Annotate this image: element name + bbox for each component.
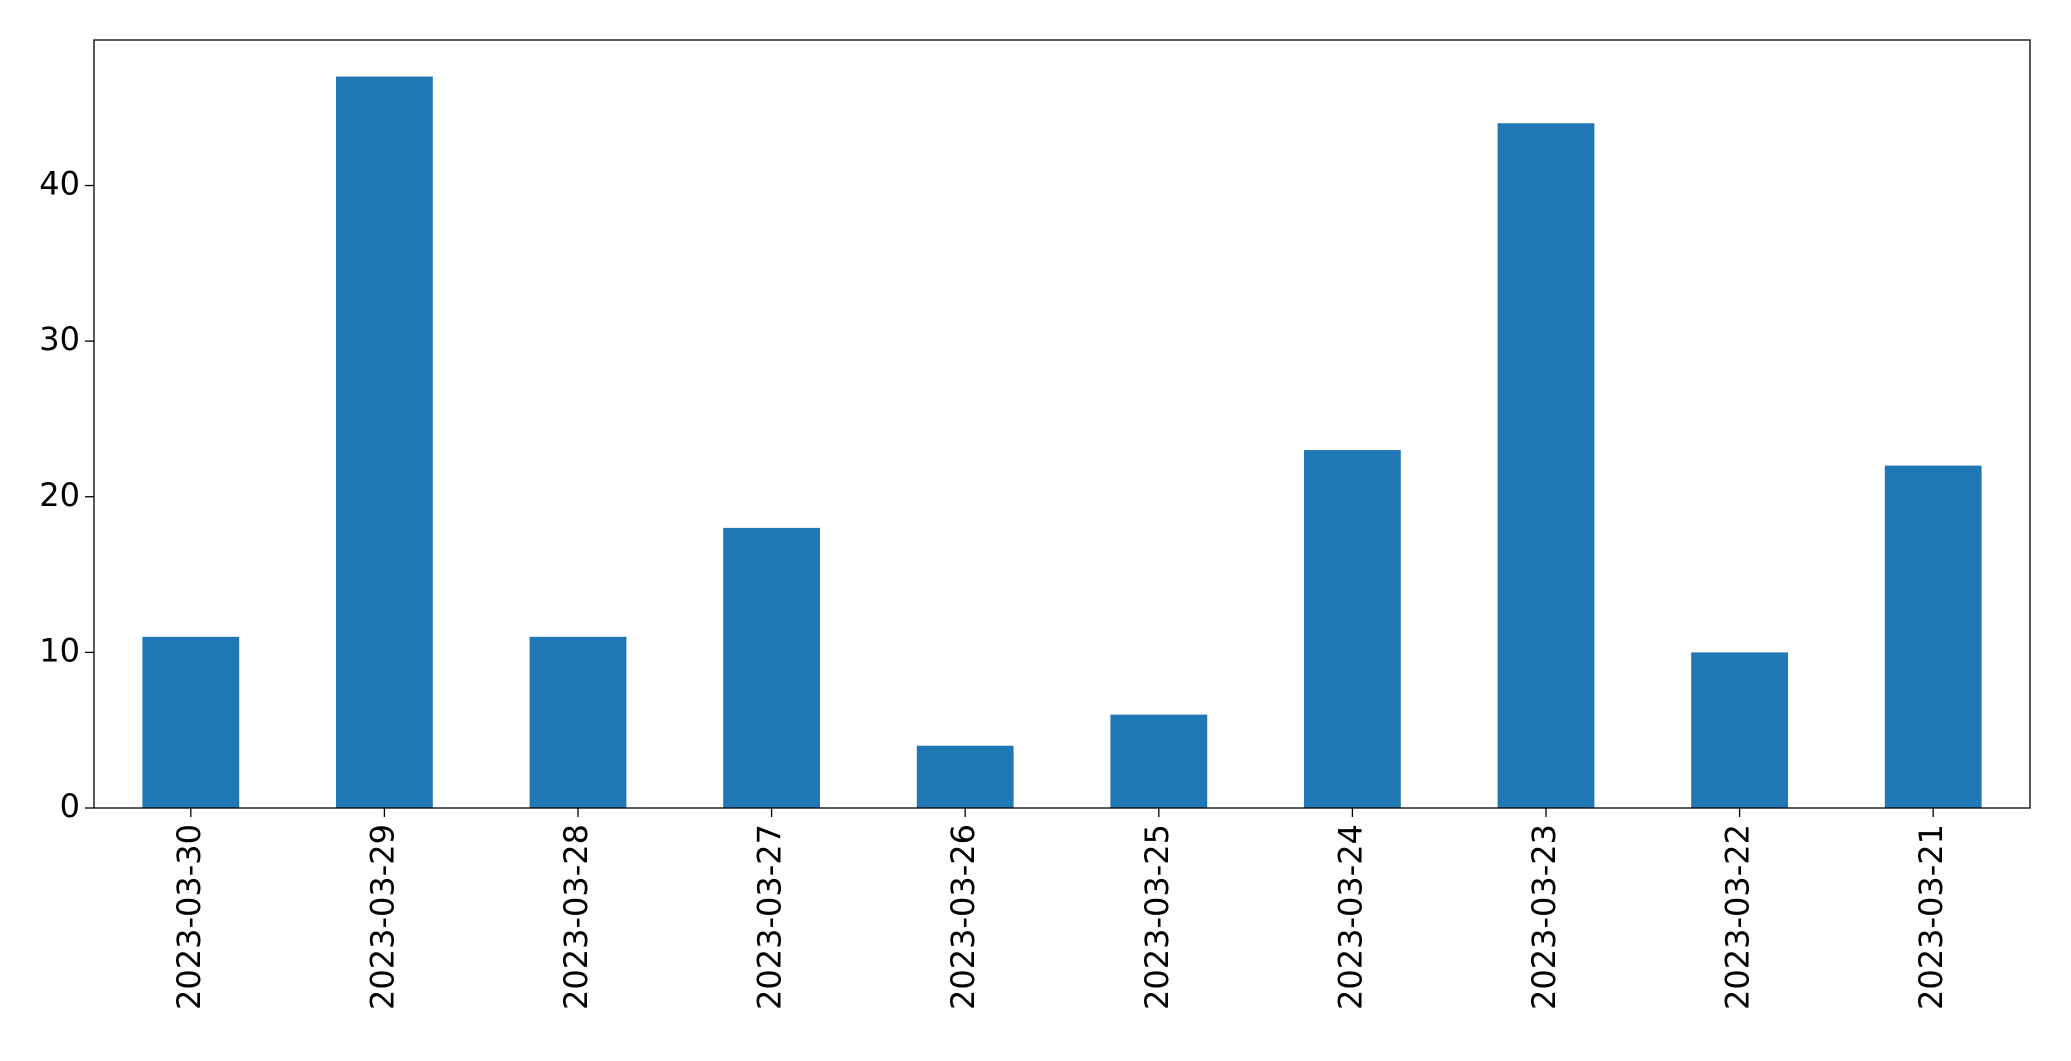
bar <box>916 745 1014 808</box>
bar <box>1304 450 1401 808</box>
x-tick-label: 2023-03-23 <box>1525 824 1563 1010</box>
bar <box>1497 123 1595 808</box>
x-tick-label: 2023-03-22 <box>1719 824 1757 1010</box>
x-tick-label: 2023-03-29 <box>363 824 401 1010</box>
bar <box>142 636 240 808</box>
x-tick-label: 2023-03-21 <box>1912 824 1950 1010</box>
bar <box>723 527 820 808</box>
plot-frame <box>93 39 2031 809</box>
x-tick-label: 2023-03-26 <box>944 824 982 1010</box>
x-tick-label: 2023-03-25 <box>1138 824 1176 1010</box>
y-tick-label: 30 <box>39 320 80 358</box>
y-tick-label: 40 <box>39 165 80 203</box>
x-tick-label: 2023-03-27 <box>751 824 789 1010</box>
x-tick-label: 2023-03-24 <box>1331 824 1369 1010</box>
bar <box>529 636 627 808</box>
y-tick-label: 20 <box>39 476 80 514</box>
bar <box>1691 652 1788 808</box>
bar <box>336 76 433 809</box>
bar <box>1110 714 1208 808</box>
bar <box>1884 465 1982 808</box>
y-tick-label: 0 <box>60 787 80 825</box>
x-tick-label: 2023-03-28 <box>557 824 595 1010</box>
y-tick-label: 10 <box>39 631 80 669</box>
x-tick-label: 2023-03-30 <box>170 824 208 1010</box>
